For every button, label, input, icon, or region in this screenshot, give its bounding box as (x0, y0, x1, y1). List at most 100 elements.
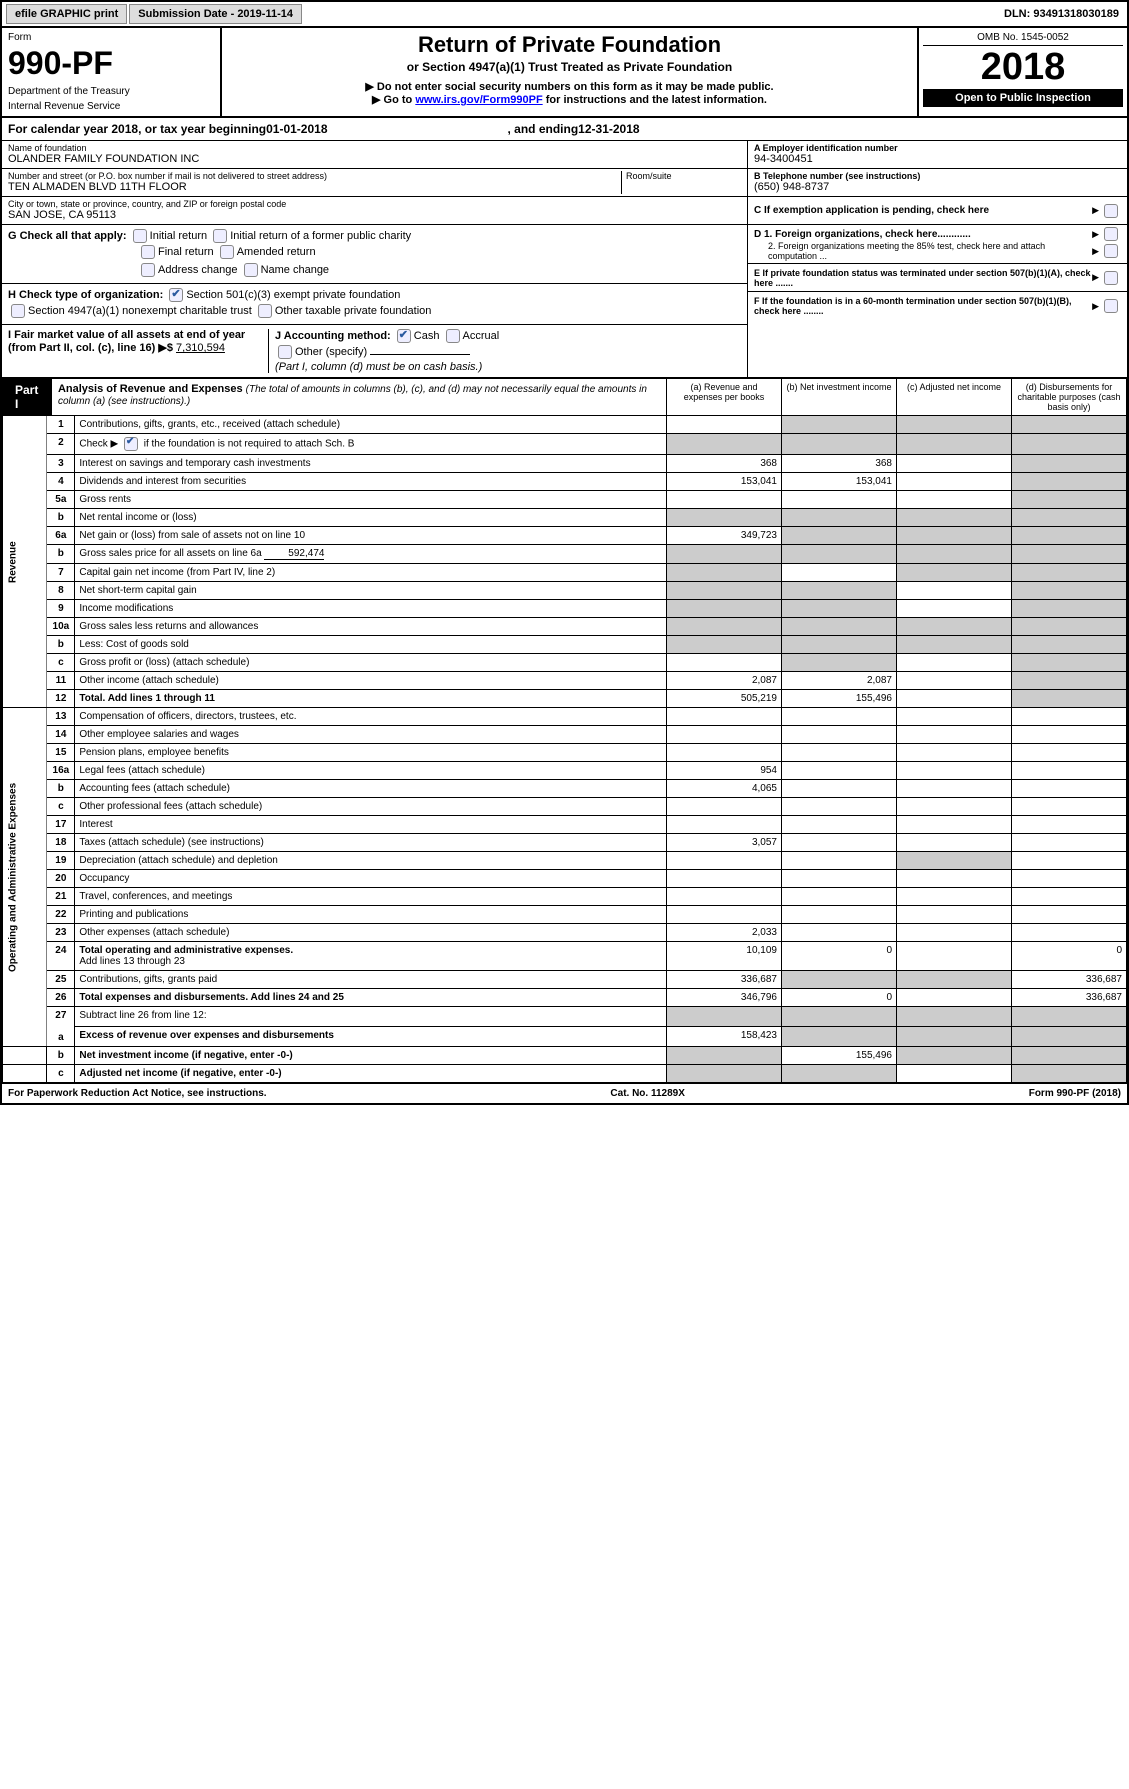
d2-checkbox[interactable] (1104, 244, 1118, 258)
form-header: Form 990-PF Department of the Treasury I… (2, 28, 1127, 118)
amt-24a: 10,109 (667, 942, 782, 971)
d1-checkbox[interactable] (1104, 227, 1118, 241)
amt-23a: 2,033 (667, 924, 782, 942)
footer-right: Form 990-PF (2018) (1029, 1088, 1121, 1099)
c-checkbox[interactable] (1104, 204, 1118, 218)
col-b-header: (b) Net investment income (782, 379, 897, 416)
amt-3a: 368 (667, 455, 782, 473)
amt-12a: 505,219 (667, 690, 782, 708)
amt-24b: 0 (782, 942, 897, 971)
cash-checkbox[interactable] (397, 329, 411, 343)
final-return-checkbox[interactable] (141, 245, 155, 259)
amt-11a: 2,087 (667, 672, 782, 690)
irs-label: Internal Revenue Service (8, 101, 214, 112)
name-change-label: Name change (261, 264, 330, 276)
amended-return-checkbox[interactable] (220, 245, 234, 259)
other-taxable-label: Other taxable private foundation (275, 305, 432, 317)
inspection-label: Open to Public Inspection (923, 89, 1123, 107)
line-5b: Net rental income or (loss) (75, 509, 667, 527)
cal-mid: , and ending (508, 122, 579, 136)
submission-date-button[interactable]: Submission Date - 2019-11-14 (129, 4, 302, 24)
efile-button[interactable]: efile GRAPHIC print (6, 4, 127, 24)
street-value: TEN ALMADEN BLVD 11TH FLOOR (8, 181, 621, 193)
amt-25a: 336,687 (667, 971, 782, 989)
name-change-checkbox[interactable] (244, 263, 258, 277)
accrual-label: Accrual (463, 330, 500, 342)
4947-label: Section 4947(a)(1) nonexempt charitable … (28, 305, 252, 317)
footer-left: For Paperwork Reduction Act Notice, see … (8, 1088, 267, 1099)
initial-former-checkbox[interactable] (213, 229, 227, 243)
line-9: Income modifications (75, 600, 667, 618)
line-11: Other income (attach schedule) (75, 672, 667, 690)
line-2-suffix: if the foundation is not required to att… (144, 439, 355, 450)
cal-prefix: For calendar year 2018, or tax year begi… (8, 122, 266, 136)
line-3: Interest on savings and temporary cash i… (75, 455, 667, 473)
expenses-section-label: Operating and Administrative Expenses (3, 708, 47, 1047)
amt-26d: 336,687 (1012, 989, 1127, 1007)
line-8: Net short-term capital gain (75, 582, 667, 600)
line-19: Depreciation (attach schedule) and deple… (75, 852, 667, 870)
initial-return-checkbox[interactable] (133, 229, 147, 243)
other-method-checkbox[interactable] (278, 345, 292, 359)
amt-25d: 336,687 (1012, 971, 1127, 989)
calendar-year-row: For calendar year 2018, or tax year begi… (2, 118, 1127, 141)
final-return-label: Final return (158, 246, 214, 258)
schb-checkbox[interactable] (124, 437, 138, 451)
city-value: SAN JOSE, CA 95113 (8, 209, 741, 221)
line-6a: Net gain or (loss) from sale of assets n… (75, 527, 667, 545)
amended-return-label: Amended return (237, 246, 316, 258)
f-checkbox[interactable] (1104, 299, 1118, 313)
line-27c: Adjusted net income (if negative, enter … (75, 1065, 667, 1083)
foundation-name: OLANDER FAMILY FOUNDATION INC (8, 153, 741, 165)
street-label: Number and street (or P.O. box number if… (8, 171, 621, 181)
address-change-label: Address change (158, 264, 238, 276)
d1-label: D 1. Foreign organizations, check here..… (754, 229, 1092, 240)
f-label: F If the foundation is in a 60-month ter… (754, 296, 1092, 316)
line-20: Occupancy (75, 870, 667, 888)
line-7: Capital gain net income (from Part IV, l… (75, 564, 667, 582)
part1-label: Part I (3, 379, 52, 415)
line-18: Taxes (attach schedule) (see instruction… (75, 834, 667, 852)
ein-label: A Employer identification number (754, 143, 1121, 153)
line-12: Total. Add lines 1 through 11 (75, 690, 667, 708)
irs-link[interactable]: www.irs.gov/Form990PF (415, 94, 542, 106)
line-16b: Accounting fees (attach schedule) (75, 780, 667, 798)
dln-label: DLN: 93491318030189 (996, 2, 1127, 26)
g-label: G Check all that apply: (8, 230, 127, 242)
ein-value: 94-3400451 (754, 153, 1121, 165)
line-27a: Excess of revenue over expenses and disb… (75, 1027, 667, 1047)
address-change-checkbox[interactable] (141, 263, 155, 277)
cash-label: Cash (414, 330, 440, 342)
d2-label: 2. Foreign organizations meeting the 85%… (754, 241, 1092, 261)
line-24: Total operating and administrative expen… (79, 945, 293, 956)
line-23: Other expenses (attach schedule) (75, 924, 667, 942)
phone-label: B Telephone number (see instructions) (754, 171, 1121, 181)
e-checkbox[interactable] (1104, 271, 1118, 285)
amt-6b-inline: 592,474 (264, 548, 324, 560)
form-number: 990-PF (8, 45, 214, 82)
line-16c: Other professional fees (attach schedule… (75, 798, 667, 816)
phone-value: (650) 948-8737 (754, 181, 1121, 193)
footer-center: Cat. No. 11289X (610, 1088, 684, 1099)
4947-checkbox[interactable] (11, 304, 25, 318)
line-13: Compensation of officers, directors, tru… (75, 708, 667, 726)
i-value: 7,310,594 (176, 342, 225, 354)
amt-11b: 2,087 (782, 672, 897, 690)
amt-24d: 0 (1012, 942, 1127, 971)
line-6b: Gross sales price for all assets on line… (79, 548, 261, 559)
line-27b: Net investment income (if negative, ente… (75, 1047, 667, 1065)
line-2-prefix: Check ▶ (79, 439, 118, 450)
part1-title: Analysis of Revenue and Expenses (58, 383, 243, 395)
form-990pf: efile GRAPHIC print Submission Date - 20… (0, 0, 1129, 1105)
line-10b: Less: Cost of goods sold (75, 636, 667, 654)
accrual-checkbox[interactable] (446, 329, 460, 343)
line-15: Pension plans, employee benefits (75, 744, 667, 762)
col-d-header: (d) Disbursements for charitable purpose… (1012, 379, 1127, 416)
omb-number: OMB No. 1545-0052 (923, 32, 1123, 46)
inst2-prefix: ▶ Go to (372, 94, 415, 106)
501c3-checkbox[interactable] (169, 288, 183, 302)
line-1: Contributions, gifts, grants, etc., rece… (75, 416, 667, 434)
other-taxable-checkbox[interactable] (258, 304, 272, 318)
line-10a: Gross sales less returns and allowances (75, 618, 667, 636)
instruction-1: ▶ Do not enter social security numbers o… (232, 80, 907, 93)
